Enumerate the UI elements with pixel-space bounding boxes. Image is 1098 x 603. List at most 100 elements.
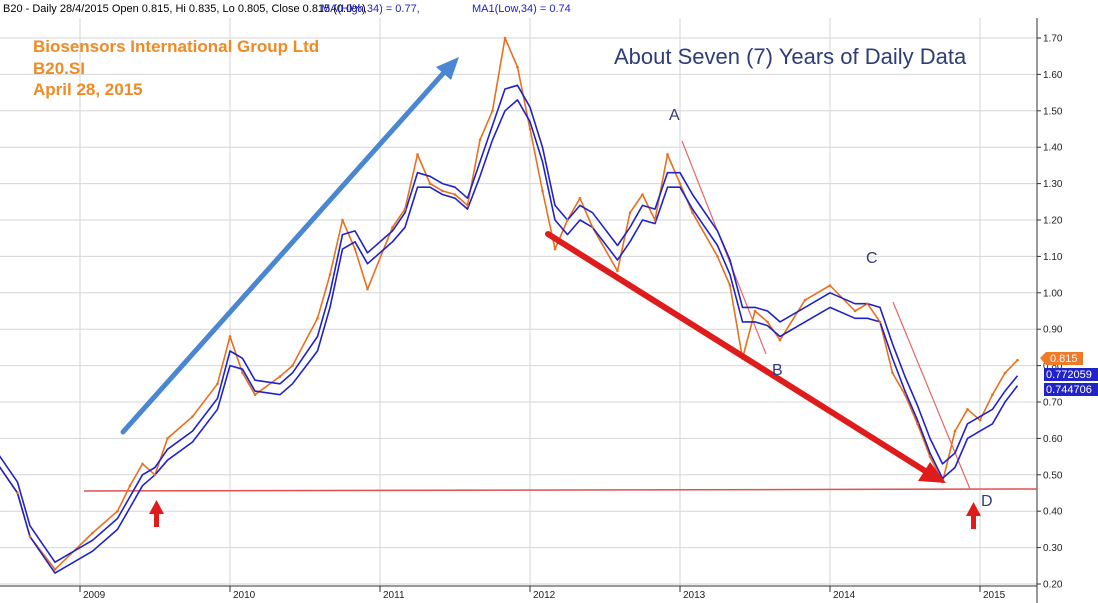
price-point [766, 320, 769, 324]
chart-header-ma-low: MA1(Low,34) = 0.74 [472, 3, 571, 15]
price-point [478, 138, 482, 142]
price-point [628, 211, 632, 215]
y-tick-label: 0.30 [1043, 543, 1063, 554]
y-tick-label: 1.30 [1043, 179, 1063, 190]
annotation-date: April 28, 2015 [33, 80, 143, 99]
price-point [278, 375, 282, 378]
price-point [641, 193, 644, 196]
price-point [416, 153, 419, 156]
point-label-a: A [669, 107, 680, 124]
price-point [241, 371, 244, 375]
red-up-arrow-2014 [966, 502, 981, 529]
point-label-d: D [981, 493, 993, 510]
y-tick-label: 1.70 [1043, 34, 1063, 45]
price-point [866, 302, 869, 306]
price-point [391, 225, 394, 229]
price-point [228, 335, 232, 338]
x-tick-label: 2015 [983, 590, 1006, 601]
price-point [591, 225, 594, 229]
price-point [541, 189, 544, 193]
chart-header-ma-high: MA(High,34) = 0.77, [321, 3, 420, 15]
x-tick-label: 2010 [233, 590, 256, 601]
price-point [341, 218, 344, 222]
price-point [803, 298, 807, 302]
y-tick-label: 0.60 [1043, 434, 1063, 445]
chart-axes [0, 18, 1038, 603]
price-point [291, 364, 294, 367]
price-point [553, 247, 557, 251]
price-point [466, 204, 469, 207]
x-tick-label: 2009 [83, 590, 106, 601]
price-point [53, 568, 57, 571]
price-point [516, 65, 519, 69]
price-point [753, 309, 757, 313]
price-point [128, 484, 132, 488]
ma-high-price-box: 0.772059 [1044, 368, 1098, 381]
price-point [716, 255, 719, 258]
price-point [566, 218, 569, 222]
y-tick-label: 0.50 [1043, 470, 1063, 481]
price-point [653, 218, 657, 222]
price-point [328, 273, 332, 276]
annotation-ticker: B20.SI [33, 59, 85, 78]
price-point [616, 269, 619, 273]
price-point [403, 207, 407, 211]
chart-header-symbol: B20 - Daily 28/4/2015 Open 0.815, Hi 0.8… [3, 3, 366, 15]
price-point [253, 393, 257, 397]
price-point [666, 153, 669, 156]
point-label-c: C [866, 250, 878, 267]
ma-high-series-line [0, 84, 1019, 564]
price-point [28, 535, 32, 538]
y-tick-label: 0.40 [1043, 507, 1063, 518]
ma-low-series-line [0, 99, 1019, 574]
price-point [191, 415, 194, 418]
support-line [83, 488, 1038, 492]
x-tick-label: 2011 [383, 590, 405, 601]
price-point [891, 371, 894, 375]
price-point [353, 247, 357, 251]
price-point [916, 422, 919, 426]
price-point [16, 491, 19, 495]
price-point [366, 287, 369, 291]
price-point [216, 382, 219, 386]
point-label-b: B [772, 362, 783, 379]
y-axis-ticks: 0.20 0.30 0.40 0.50 0.60 0.70 0.80 0.90 1.00 1.10… [1037, 34, 1063, 591]
price-point [778, 338, 782, 342]
price-point [853, 309, 857, 313]
trendline-c-d [892, 301, 971, 490]
y-tick-label: 0.80 [1043, 361, 1063, 372]
annotation-company: Biosensors International Group Ltd [33, 37, 319, 56]
last-price-label: 0.815 [1050, 353, 1078, 365]
price-point [903, 393, 907, 397]
chart-grid [0, 18, 1037, 586]
ma-low-price-label: 0.744706 [1046, 384, 1092, 396]
price-point [878, 320, 882, 324]
annotation-subtitle: About Seven (7) Years of Daily Data [614, 44, 967, 69]
price-point [503, 36, 507, 40]
ma-low-price-box: 0.744706 [1044, 383, 1098, 396]
price-point [1003, 371, 1007, 375]
price-point [966, 407, 969, 411]
price-point [828, 284, 832, 287]
price-point [91, 531, 94, 535]
last-price-box: 0.815 [1040, 352, 1083, 365]
price-point [978, 418, 982, 422]
price-point [728, 284, 732, 287]
price-point [441, 189, 444, 193]
ma-high-price-label: 0.772059 [1046, 369, 1092, 381]
y-tick-label: 1.20 [1043, 216, 1063, 227]
price-point [691, 211, 694, 215]
y-tick-label: 1.60 [1043, 70, 1063, 81]
uptrend-arrow [120, 57, 459, 435]
x-axis-ticks: 2009 2010 2011 2012 2013 2014 2015 [79, 586, 1006, 601]
downtrend-arrow [545, 231, 946, 483]
y-tick-label: 1.40 [1043, 143, 1063, 154]
x-tick-label: 2014 [833, 590, 856, 601]
price-point [991, 393, 994, 397]
price-point [166, 437, 169, 440]
price-point [141, 462, 144, 466]
x-tick-label: 2013 [683, 590, 706, 601]
x-tick-label: 2012 [533, 590, 556, 601]
